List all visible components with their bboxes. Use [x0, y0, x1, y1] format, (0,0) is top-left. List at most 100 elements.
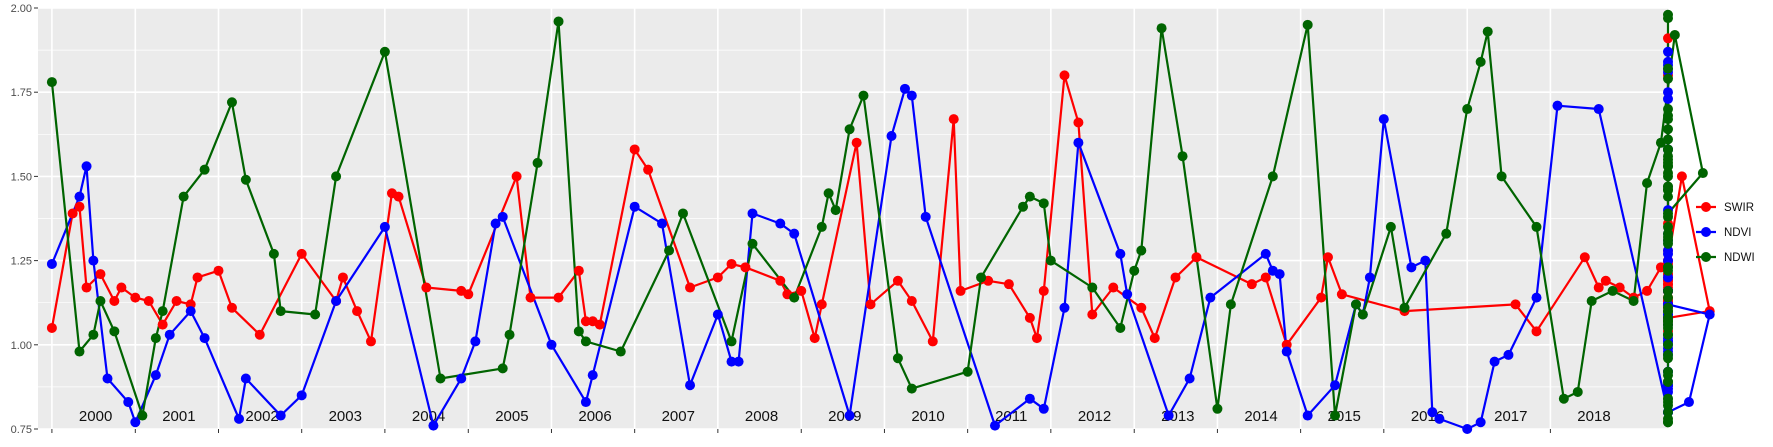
year-label: 2003: [329, 408, 362, 425]
swir-point: [192, 272, 203, 283]
swir-point: [1191, 252, 1202, 263]
ndwi-point: [1663, 154, 1673, 165]
swir-point: [1531, 326, 1542, 337]
ndvi-point: [1489, 356, 1500, 367]
swir-point: [296, 248, 307, 259]
swir-point: [629, 144, 640, 155]
series-points: [46, 9, 1715, 434]
swir-point: [955, 285, 966, 296]
year-label: 2012: [1078, 408, 1111, 425]
swir-point: [553, 292, 564, 303]
year-label: 2000: [79, 408, 112, 425]
swir-point: [816, 299, 827, 310]
ndwi-point: [726, 336, 737, 347]
ndvi-point: [1378, 114, 1389, 125]
ndvi-point: [497, 211, 508, 222]
ndwi-point: [1697, 168, 1708, 179]
legend-key-point-ndwi: [1701, 252, 1711, 262]
ndvi-point: [587, 370, 598, 381]
y-tick-label: 1.50: [11, 171, 32, 183]
year-label: 2014: [1244, 408, 1277, 425]
legend-label-ndwi: NDWI: [1724, 252, 1755, 264]
swir-point: [1170, 272, 1181, 283]
ndwi-point: [1607, 285, 1618, 296]
swir-point: [213, 265, 224, 276]
swir-point: [594, 319, 605, 330]
ndwi-point: [1586, 296, 1597, 307]
ndwi-point: [747, 238, 758, 249]
ndwi-point: [1531, 221, 1542, 232]
ndvi-point: [1302, 410, 1313, 421]
year-label: 2010: [911, 408, 944, 425]
ndwi-point: [1177, 151, 1188, 162]
ndwi-point: [1399, 302, 1410, 313]
ndwi-point: [1663, 285, 1673, 296]
ndvi-point: [906, 90, 917, 101]
ndvi-point: [150, 370, 161, 381]
ndwi-point: [962, 366, 973, 377]
ndvi-point: [733, 356, 744, 367]
ndvi-point: [1163, 410, 1174, 421]
swir-point: [927, 336, 938, 347]
ndwi-point: [1663, 349, 1673, 360]
ndwi-point: [1663, 168, 1673, 179]
ndvi-point: [490, 218, 501, 229]
ndwi-point: [858, 90, 869, 101]
swir-point: [1087, 309, 1098, 320]
ndwi-point: [664, 245, 675, 256]
swir-point: [685, 282, 696, 293]
ndvi-point: [81, 161, 92, 172]
ndwi-point: [199, 164, 210, 175]
swir-point: [643, 164, 654, 175]
swir-point: [525, 292, 536, 303]
ndvi-point: [470, 336, 481, 347]
swir-point: [796, 285, 807, 296]
ndvi-point: [1663, 46, 1673, 57]
ndwi-point: [88, 329, 99, 340]
swir-point: [226, 302, 237, 313]
ndwi-point: [1642, 178, 1653, 189]
ndvi-point: [1531, 292, 1542, 303]
swir-point: [1024, 312, 1035, 323]
ndwi-point: [844, 124, 855, 135]
ndwi-point: [1572, 386, 1583, 397]
ndwi-point: [1558, 393, 1569, 404]
ndwi-point: [976, 272, 987, 283]
ndvi-point: [775, 218, 786, 229]
ndvi-point: [1420, 255, 1431, 266]
swir-point: [130, 292, 141, 303]
ndvi-point: [1122, 289, 1133, 300]
swir-point: [1073, 117, 1084, 128]
ndvi-point: [1663, 248, 1673, 259]
y-tick-label: 2.00: [11, 3, 32, 15]
ndwi-point: [677, 208, 688, 219]
ndvi-point: [989, 420, 1000, 431]
ndwi-point: [1663, 124, 1673, 135]
ndwi-point: [157, 306, 168, 317]
ndvi-point: [1462, 424, 1473, 434]
ndvi-point: [456, 373, 467, 384]
ndwi-point: [1024, 191, 1035, 202]
ndvi-point: [185, 306, 196, 317]
swir-point: [1322, 252, 1333, 263]
ndwi-point: [789, 292, 800, 303]
ndvi-point: [1406, 262, 1417, 273]
year-label: 2008: [745, 408, 778, 425]
ndwi-point: [435, 373, 446, 384]
ndvi-point: [1184, 373, 1195, 384]
ndvi-point: [920, 211, 931, 222]
year-label: 2005: [495, 408, 528, 425]
swir-point: [1031, 333, 1042, 344]
ndwi-point: [580, 336, 591, 347]
y-tick-label: 1.00: [11, 340, 32, 352]
swir-point: [1316, 292, 1327, 303]
ndvi-point: [1038, 403, 1049, 414]
ndvi-point: [1364, 272, 1375, 283]
ndwi-point: [823, 188, 834, 199]
ndwi-point: [1628, 296, 1639, 307]
ndvi-point: [1593, 104, 1604, 115]
swir-point: [171, 296, 182, 307]
legend-label-swir: SWIR: [1724, 202, 1754, 214]
year-label: 2017: [1494, 408, 1527, 425]
minor-gridlines: [38, 49, 1668, 388]
